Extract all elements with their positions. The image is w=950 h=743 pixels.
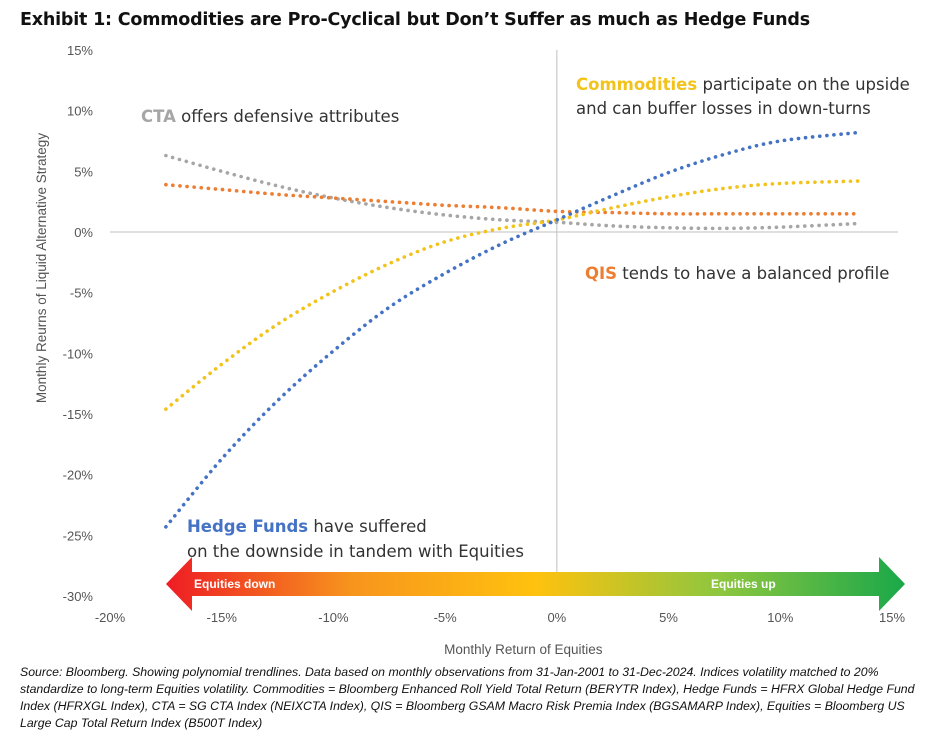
annotation-qis: QIS tends to have a balanced profile (585, 264, 889, 283)
x-tick-label: -5% (434, 610, 458, 625)
y-tick-label: -20% (63, 468, 94, 483)
y-tick-label: 0% (74, 225, 93, 240)
x-tick-label: -10% (318, 610, 349, 625)
equities-arrow-group: Equities down Equities up (166, 557, 905, 611)
annotation-commodities-line2: and can buffer losses in down-turns (576, 99, 871, 118)
y-tick-label: -10% (63, 346, 94, 361)
annotation-qis-bold: QIS (585, 264, 617, 283)
x-tick-label: 5% (659, 610, 678, 625)
annotation-commodities-bold: Commodities (576, 75, 697, 94)
source-note: Source: Bloomberg. Showing polynomial tr… (20, 665, 915, 730)
y-tick-label: -15% (63, 407, 94, 422)
annotation-cta-text: offers defensive attributes (176, 107, 399, 126)
series-line-cta (164, 153, 861, 231)
series-line-hedge (164, 130, 861, 529)
x-tick-label: 15% (879, 610, 905, 625)
annotation-cta-bold: CTA (141, 107, 176, 126)
chart-title: Exhibit 1: Commodities are Pro-Cyclical … (20, 10, 810, 30)
arrow-label-equities-up: Equities up (711, 577, 776, 591)
y-tick-label: -25% (63, 528, 94, 543)
annotation-commodities: Commodities participate on the upside (576, 75, 910, 94)
annotation-hedge-text: have suffered (308, 517, 427, 536)
annotations-group: Commodities participate on the upside and… (141, 75, 910, 561)
equities-arrow (166, 557, 905, 611)
series-line-qis (164, 182, 861, 216)
y-tick-label: -30% (63, 589, 94, 604)
annotation-cta: CTA offers defensive attributes (141, 107, 399, 126)
series-line-commodities (164, 179, 861, 411)
arrow-label-equities-down: Equities down (194, 577, 275, 591)
series-group (164, 130, 861, 529)
y-tick-label: 10% (67, 104, 93, 119)
x-axis-label: Monthly Return of Equities (444, 642, 603, 657)
x-tick-label: -15% (207, 610, 238, 625)
x-tick-label: -20% (95, 610, 126, 625)
x-tick-label: 10% (767, 610, 793, 625)
axes-group: 15%10%5%0%-5%-10%-15%-20%-25%-30%-20% -15… (34, 43, 905, 657)
annotation-hedge-bold: Hedge Funds (187, 517, 308, 536)
annotation-hedge: Hedge Funds have suffered (187, 517, 427, 536)
annotation-commodities-text: participate on the upside (697, 75, 910, 94)
x-tick-label: 0% (547, 610, 566, 625)
y-tick-label: -5% (70, 286, 94, 301)
annotation-qis-text: tends to have a balanced profile (617, 264, 889, 283)
annotation-hedge-line2: on the downside in tandem with Equities (187, 542, 524, 561)
y-tick-label: 15% (67, 43, 93, 58)
y-axis-label: Monthly Reurns of Liquid Alternative Str… (34, 133, 49, 403)
chart-svg: 15%10%5%0%-5%-10%-15%-20%-25%-30%-20% -15… (34, 43, 910, 657)
y-tick-label: 5% (74, 164, 93, 179)
